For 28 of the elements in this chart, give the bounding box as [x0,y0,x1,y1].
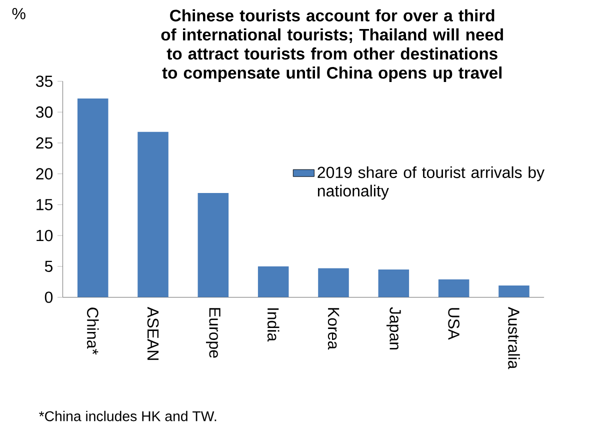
bar [198,192,229,298]
legend-label: 2019 share of tourist arrivals by nationality [318,166,544,200]
y-tick-label: 20 [36,168,53,180]
y-tick-label: 30 [36,106,53,118]
bar [77,98,108,298]
bar [138,132,168,298]
y-tick-label: 10 [36,230,53,242]
x-tick-label: Korea [328,308,340,350]
x-tick-label: Japan [386,306,401,350]
bar [258,266,289,298]
x-tick-label: ASEAN [147,306,159,360]
x-tick-label: China* [86,308,99,355]
y-tick-label: 5 [44,260,52,272]
y-tick-label: 25 [36,137,52,148]
x-tick-label: Europe [206,308,220,358]
bar [438,279,470,298]
x-tick-label: USA [448,308,460,340]
chart-title: Chinese tourists account for over a third of international tourists; Thailand will need to attract tourists from other destinations to compensate until China opens up travel [161,9,503,82]
y-tick-label: 35 [36,75,52,87]
y-axis-title: % [12,8,26,20]
x-tick-label: Australia [508,306,520,369]
bar [318,268,349,298]
bar [498,285,530,298]
y-tick-label: 15 [36,198,52,210]
bar [378,269,410,298]
y-tick-label: 0 [44,291,53,303]
text: *China includes HK and TW. [39,410,216,422]
x-tick-label: India [267,308,280,342]
